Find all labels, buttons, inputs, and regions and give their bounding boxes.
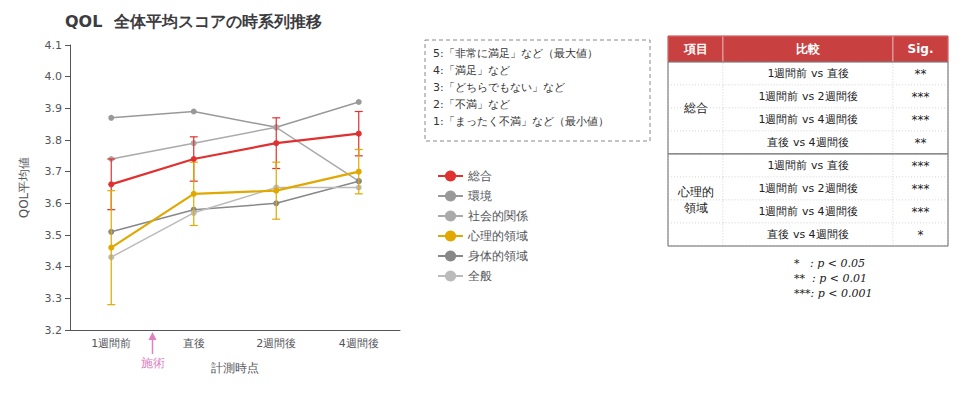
- svg-text:Sig.: Sig.: [908, 42, 934, 56]
- svg-text:1週間前 vs 4週間後: 1週間前 vs 4週間後: [758, 113, 857, 126]
- svg-text:QOL 全体平均スコアの時系列推移: QOL 全体平均スコアの時系列推移: [65, 12, 322, 31]
- svg-text:社会的関係: 社会的関係: [468, 209, 528, 223]
- svg-text:5:「非常に満足」など（最大値）: 5:「非常に満足」など（最大値）: [433, 47, 598, 60]
- svg-text:3.9: 3.9: [45, 102, 63, 115]
- svg-text:3:「どちらでもない」など: 3:「どちらでもない」など: [433, 81, 565, 94]
- svg-text:2:「不満」など: 2:「不満」など: [433, 98, 510, 111]
- svg-text:3.4: 3.4: [45, 260, 63, 273]
- svg-text:2週間後: 2週間後: [256, 337, 296, 350]
- svg-text:* : p < 0.05: * : p < 0.05: [794, 257, 865, 270]
- svg-text:総合: 総合: [683, 101, 708, 115]
- svg-text:4:「満足」など: 4:「満足」など: [433, 64, 510, 77]
- svg-text:3.3: 3.3: [45, 292, 63, 305]
- svg-text:4.0: 4.0: [45, 70, 63, 83]
- svg-text:総合: 総合: [467, 169, 492, 183]
- svg-text:***: p < 0.001: ***: p < 0.001: [794, 287, 872, 300]
- svg-text:**: **: [915, 67, 927, 81]
- svg-text:3.7: 3.7: [45, 165, 63, 178]
- svg-text:4.1: 4.1: [45, 39, 63, 52]
- svg-text:計測時点: 計測時点: [211, 361, 259, 375]
- svg-text:直後: 直後: [183, 337, 205, 350]
- svg-text:***: ***: [912, 182, 930, 196]
- svg-text:1週間前 vs 直後: 1週間前 vs 直後: [767, 159, 848, 172]
- svg-text:1週間前: 1週間前: [91, 337, 131, 350]
- svg-text:施術: 施術: [141, 356, 165, 370]
- svg-text:1:「まったく不満」など（最小値）: 1:「まったく不満」など（最小値）: [433, 115, 609, 128]
- svg-text:3.2: 3.2: [45, 324, 63, 337]
- svg-text:** : p < 0.01: ** : p < 0.01: [794, 272, 867, 285]
- svg-text:QOL平均値: QOL平均値: [17, 157, 31, 219]
- svg-text:1週間前 vs 2週間後: 1週間前 vs 2週間後: [758, 90, 857, 103]
- svg-text:3.6: 3.6: [45, 197, 63, 210]
- svg-text:直後 vs 4週間後: 直後 vs 4週間後: [767, 228, 848, 241]
- svg-text:4週間後: 4週間後: [339, 337, 379, 350]
- svg-text:項目: 項目: [683, 42, 708, 56]
- svg-text:3.5: 3.5: [45, 229, 63, 242]
- svg-text:**: **: [915, 136, 927, 150]
- svg-text:1週間前 vs 4週間後: 1週間前 vs 4週間後: [758, 205, 857, 218]
- svg-text:***: ***: [912, 90, 930, 104]
- svg-text:1週間前 vs 直後: 1週間前 vs 直後: [767, 67, 848, 80]
- svg-text:*: *: [918, 228, 924, 242]
- svg-text:***: ***: [912, 113, 930, 127]
- svg-text:***: ***: [912, 159, 930, 173]
- svg-text:直後 vs 4週間後: 直後 vs 4週間後: [767, 136, 848, 149]
- svg-text:心理的領域: 心理的領域: [467, 229, 528, 243]
- svg-text:比較: 比較: [796, 42, 821, 56]
- svg-text:3.8: 3.8: [45, 134, 63, 147]
- svg-text:全般: 全般: [468, 269, 492, 283]
- svg-text:心理的: 心理的: [677, 185, 714, 199]
- svg-text:1週間前 vs 2週間後: 1週間前 vs 2週間後: [758, 182, 857, 195]
- svg-text:環境: 環境: [468, 189, 492, 203]
- svg-text:***: ***: [912, 205, 930, 219]
- svg-text:領域: 領域: [684, 201, 708, 215]
- svg-text:身体的領域: 身体的領域: [468, 249, 528, 263]
